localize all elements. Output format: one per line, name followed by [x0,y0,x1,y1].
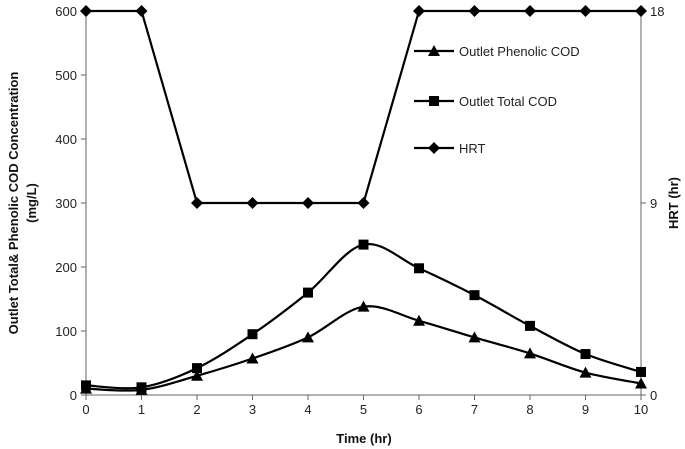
data-point [414,263,424,274]
x-tick-label: 5 [360,402,367,417]
x-tick-label: 4 [304,402,311,417]
legend-marker [428,142,440,154]
data-point [468,5,481,17]
data-point [358,239,369,250]
x-tick-label: 8 [526,402,533,417]
x-tick-label: 7 [471,402,478,417]
data-point [636,366,646,377]
data-point [413,5,425,17]
data-point [413,314,425,326]
data-point [579,366,592,378]
data-point [357,300,370,312]
data-point [469,290,480,301]
y2-tick-label: 18 [650,4,664,19]
series-line [86,9,641,205]
x-tick-label: 6 [415,402,422,417]
y2-tick-label: 9 [650,196,657,211]
y2-axis-title: HRT (hr) [666,177,681,229]
data-point [80,5,92,17]
data-point [525,320,535,331]
legend-label: Outlet Phenolic COD [459,44,580,59]
data-point [302,331,314,343]
data-point [303,287,313,298]
data-point [524,5,536,17]
legend-marker [428,45,440,56]
legend-label: HRT [459,141,486,156]
data-point [246,197,259,209]
x-tick-label: 3 [249,402,256,417]
data-point [135,5,148,17]
legend-label: Outlet Total COD [459,94,557,109]
data-point [191,369,203,381]
x-axis-title: Time (hr) [336,431,391,446]
x-tick-label: 0 [82,402,89,417]
data-point [192,363,202,374]
series-square [81,239,646,393]
series-diamond [80,5,647,209]
data-point [247,329,258,340]
series-line [85,305,642,392]
data-point [635,377,647,389]
x-tick-label: 10 [634,402,648,417]
x-tick-label: 9 [582,402,589,417]
legend-marker [429,96,439,106]
y-tick-label: 500 [55,68,77,83]
y-axis-title-line1: Outlet Total& Phenolic COD Concentration [6,72,21,335]
data-point [580,349,591,360]
data-point [302,197,314,209]
y-axis-title-line2: (mg/L) [24,183,39,223]
y-tick-label: 300 [55,196,77,211]
data-point [246,352,259,364]
y-tick-label: 400 [55,132,77,147]
data-point [191,197,203,209]
y-tick-label: 100 [55,324,77,339]
data-point [136,382,147,393]
series-layer [80,5,647,395]
data-point [579,5,592,17]
series-line [85,242,642,390]
data-point [468,331,481,343]
data-point [81,380,91,391]
data-point [635,5,647,17]
y-tick-label: 0 [70,388,77,403]
legend: Outlet Phenolic COD Outlet Total COD HRT [414,44,580,156]
x-tick-label: 1 [138,402,145,417]
y-tick-label: 600 [55,4,77,19]
y-tick-label: 200 [55,260,77,275]
x-tick-label: 2 [193,402,200,417]
y2-tick-label: 0 [650,388,657,403]
data-point [357,197,370,209]
data-point [524,347,536,359]
